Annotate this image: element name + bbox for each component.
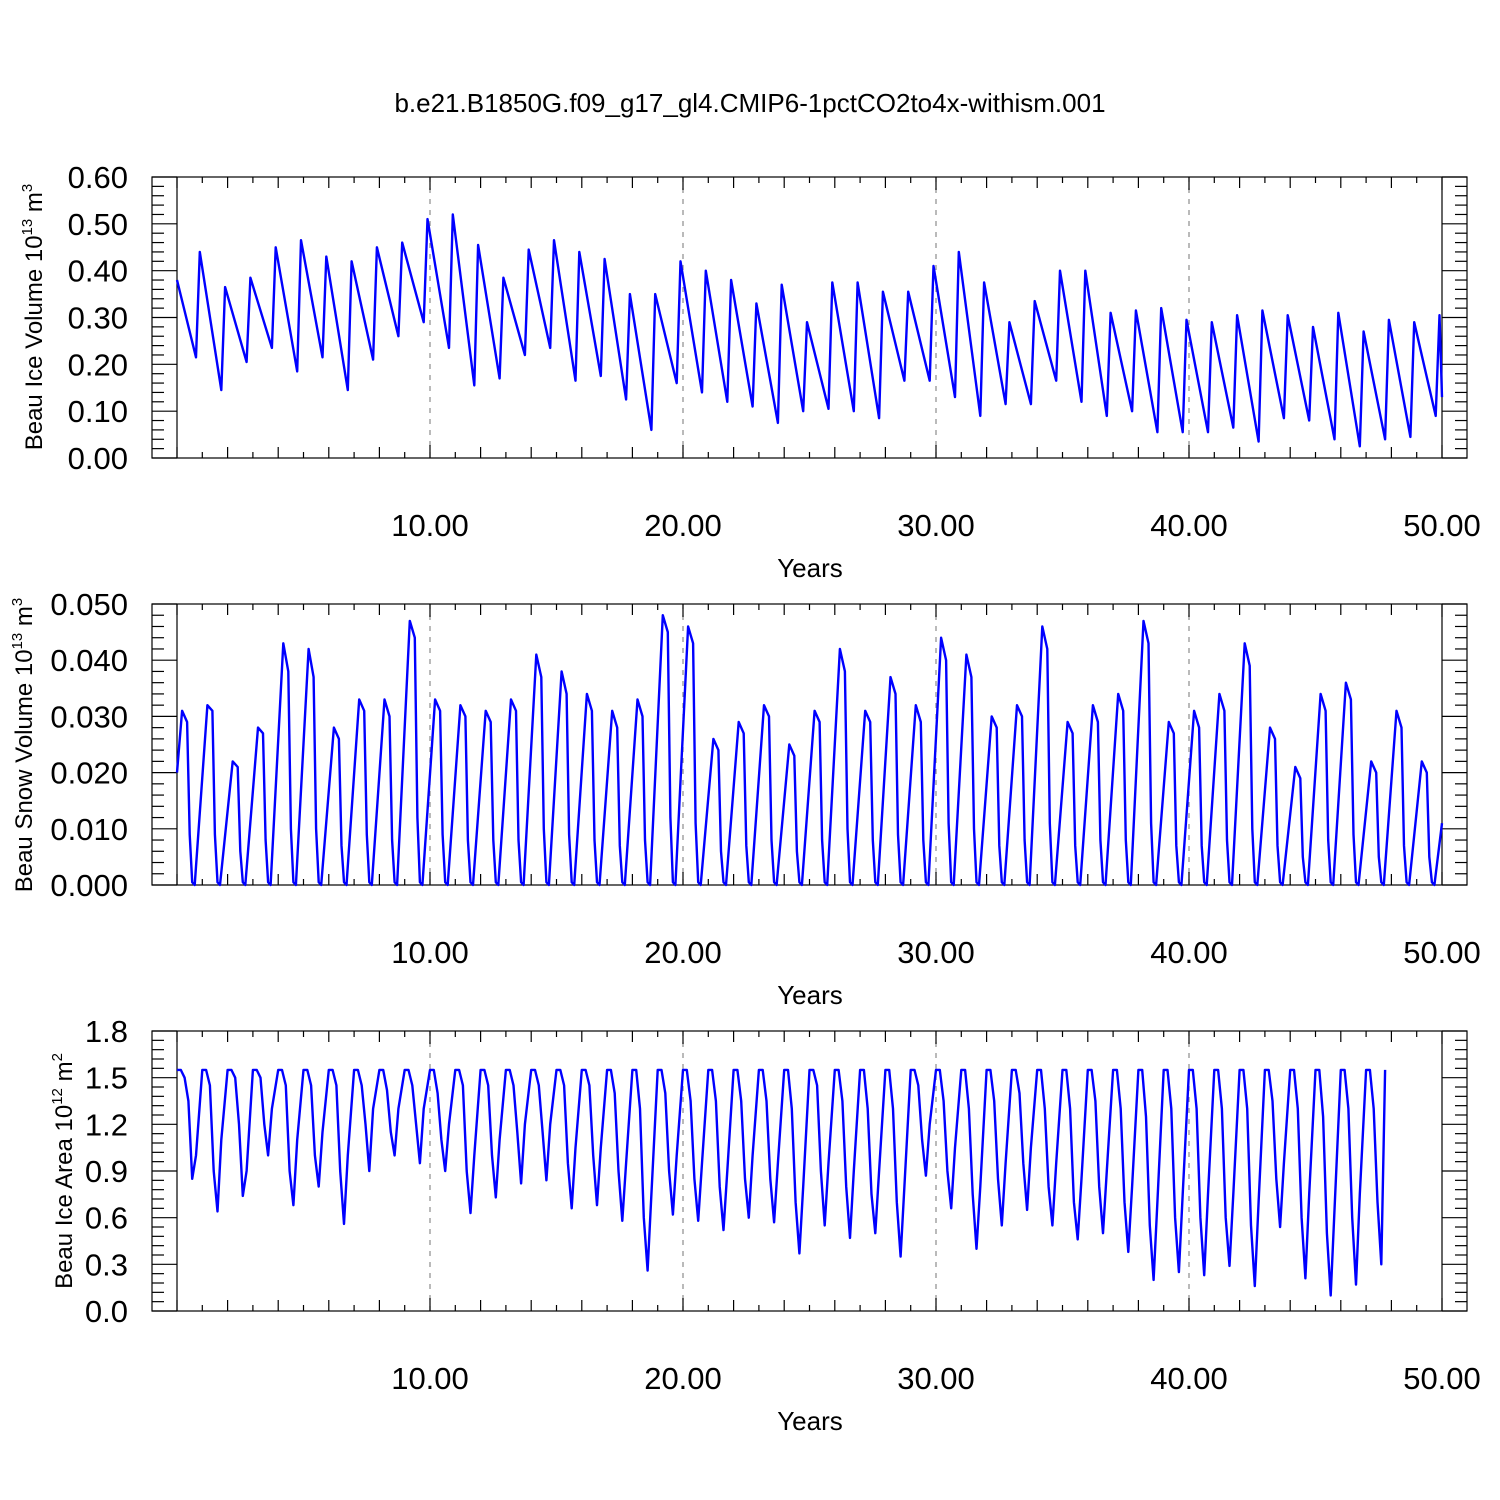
data-series-line — [177, 1068, 1387, 1297]
chart-panel-1: 0.00 0.10 0.20 0.30 0.40 0.50 0.60 10.00 20.00 30… — [19, 160, 1481, 583]
x-tick-label: 50.00 — [1403, 508, 1481, 543]
x-tick-label: 30.00 — [897, 1361, 975, 1396]
y-tick-label: 1.8 — [85, 1014, 128, 1049]
chart-panel-3: 0.0 0.3 0.6 0.9 1.2 1.5 1.8 10.00 20.00 30.00 40.0… — [49, 1014, 1481, 1436]
x-tick-label: 20.00 — [644, 508, 722, 543]
y-axis-title: Beau Ice Volume 1013 m3 — [19, 184, 48, 451]
x-tick-label: 40.00 — [1150, 935, 1228, 970]
y-tick-label: 0.040 — [50, 643, 128, 678]
x-tick-label: 20.00 — [644, 935, 722, 970]
y-tick-label: 0.50 — [68, 207, 128, 242]
x-tick-label: 10.00 — [391, 508, 469, 543]
x-tick-label: 40.00 — [1150, 508, 1228, 543]
data-series-line — [175, 614, 1444, 887]
y-tick-label: 0.6 — [85, 1201, 128, 1236]
y-tick-label: 0.050 — [50, 587, 128, 622]
y-tick-label: 0.00 — [68, 441, 128, 476]
x-axis-title: Years — [777, 1406, 843, 1436]
y-tick-label: 0.000 — [50, 868, 128, 903]
y-axis-title: Beau Snow Volume 1013 m3 — [9, 598, 38, 893]
data-series-line — [175, 213, 1444, 448]
x-tick-label: 50.00 — [1403, 1361, 1481, 1396]
y-tick-label: 0.20 — [68, 347, 128, 382]
y-tick-label: 1.2 — [85, 1107, 128, 1142]
y-tick-label: 0.020 — [50, 756, 128, 791]
y-tick-label: 0.010 — [50, 812, 128, 847]
x-tick-label: 10.00 — [391, 935, 469, 970]
y-tick-label: 1.5 — [85, 1061, 128, 1096]
y-tick-label: 0.9 — [85, 1154, 128, 1189]
x-tick-label: 20.00 — [644, 1361, 722, 1396]
y-tick-label: 0.10 — [68, 394, 128, 429]
x-tick-label: 50.00 — [1403, 935, 1481, 970]
x-tick-label: 30.00 — [897, 508, 975, 543]
y-tick-label: 0.030 — [50, 699, 128, 734]
x-axis-title: Years — [777, 980, 843, 1010]
x-axis-title: Years — [777, 553, 843, 583]
x-tick-label: 30.00 — [897, 935, 975, 970]
y-tick-label: 0.0 — [85, 1294, 128, 1329]
chart-panel-2: 0.000 0.010 0.020 0.030 0.040 0.050 10.00 20.00… — [9, 587, 1481, 1010]
x-tick-label: 40.00 — [1150, 1361, 1228, 1396]
y-tick-label: 0.3 — [85, 1247, 128, 1282]
x-tick-label: 10.00 — [391, 1361, 469, 1396]
y-tick-label: 0.60 — [68, 160, 128, 195]
y-axis-title: Beau Ice Area 1012 m2 — [49, 1053, 78, 1289]
chart-panels: 0.00 0.10 0.20 0.30 0.40 0.50 0.60 10.00 20.00 30… — [9, 160, 1481, 1436]
figure-title: b.e21.B1850G.f09_g17_gl4.CMIP6-1pctCO2to… — [394, 88, 1105, 118]
y-tick-label: 0.30 — [68, 301, 128, 336]
y-tick-label: 0.40 — [68, 254, 128, 289]
